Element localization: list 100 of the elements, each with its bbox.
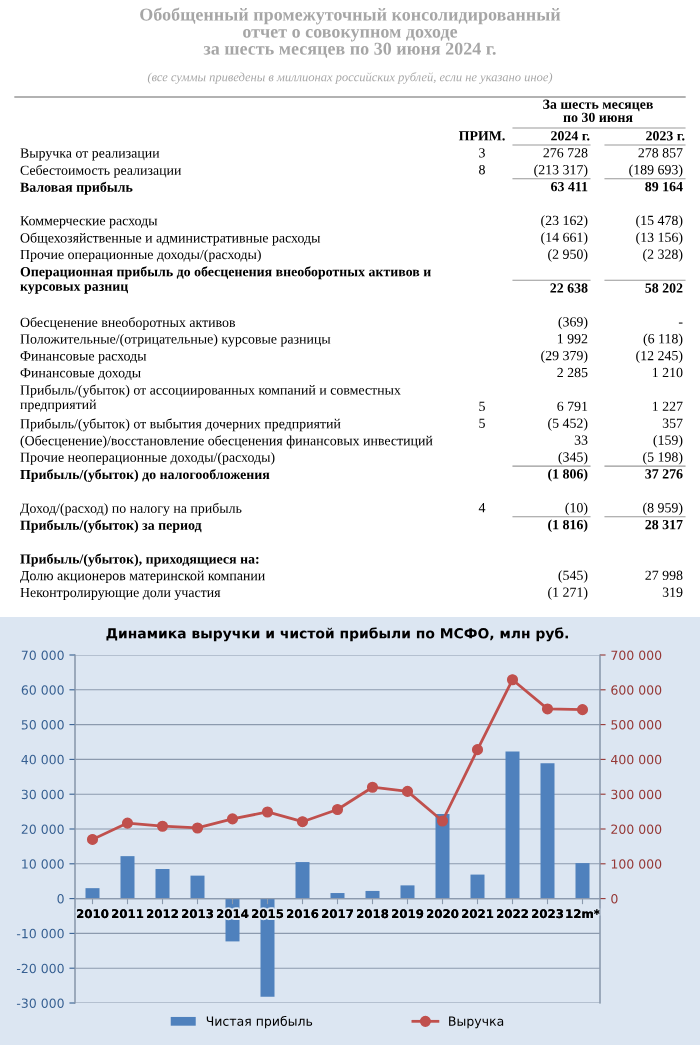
text: (13 156) bbox=[636, 232, 683, 245]
text: 8 bbox=[479, 165, 485, 175]
text: (8 959) bbox=[643, 502, 683, 516]
category-label: Прочие операционные доходы/(расходы) bbox=[20, 249, 261, 262]
x-tick-label: 2012 bbox=[147, 909, 178, 919]
category-label: Прибыль/(убыток) от ассоциированных компаний и совместных предприятий bbox=[20, 384, 401, 413]
text: 5 bbox=[479, 418, 485, 428]
text: (12 245) bbox=[636, 350, 683, 364]
category-label: Прочие неоперационные доходы/(расходы) bbox=[20, 452, 275, 465]
text: (159) bbox=[653, 435, 683, 448]
x-tick-label: 2021 bbox=[462, 909, 494, 919]
text: 3 bbox=[479, 148, 485, 158]
text: (6 118) bbox=[643, 333, 683, 347]
category-label: 2024 г. bbox=[551, 131, 590, 141]
x-tick-label: 2011 bbox=[112, 909, 144, 919]
point bbox=[576, 704, 589, 716]
chart-title: Динамика выручки и чистой прибыли по МСФО, млн руб. bbox=[106, 627, 568, 642]
category-label: Финансовые расходы bbox=[20, 351, 147, 364]
x-tick-label: 2010 bbox=[77, 909, 109, 919]
x-tick-label: 2020 bbox=[427, 909, 459, 919]
category-label: Прибыль/(убыток), приходящиеся на: bbox=[20, 553, 259, 567]
category-label: Финансовые доходы bbox=[20, 368, 141, 381]
point bbox=[471, 744, 484, 756]
y2-tick-label: 600 000 bbox=[611, 685, 662, 695]
text: 276 728 bbox=[543, 148, 588, 158]
category-label: Обесценение внеоборотных активов bbox=[20, 317, 236, 330]
category-label: Прибыль/(убыток) до налогообложения bbox=[20, 469, 270, 483]
point bbox=[191, 822, 204, 834]
text: (5 452) bbox=[548, 418, 588, 431]
y2-tick-label: 500 000 bbox=[611, 720, 662, 730]
y2-tick-label: 200 000 bbox=[611, 824, 662, 834]
text: 1 227 bbox=[652, 401, 683, 411]
category-label: Долю акционеров материнской компании bbox=[20, 570, 265, 584]
point bbox=[541, 703, 554, 715]
legend-label: Чистая прибыль bbox=[206, 1015, 313, 1029]
y-tick-label: -10 000 bbox=[16, 928, 64, 939]
point bbox=[261, 806, 274, 818]
text: 357 bbox=[662, 418, 683, 428]
text: 319 bbox=[662, 587, 683, 597]
bar bbox=[120, 856, 135, 899]
y-tick-label: 20 000 bbox=[21, 824, 64, 834]
text: (5 198) bbox=[643, 451, 683, 465]
text: (1 816) bbox=[548, 519, 588, 533]
text: Обобщенный промежуточный консолидированный отчет о совокупном доходе за шесть месяцев по 30 июня 2024 г. bbox=[140, 7, 561, 58]
y-tick-label: -20 000 bbox=[16, 963, 64, 974]
bar bbox=[540, 763, 555, 899]
category-label: Себестоимость реализации bbox=[20, 164, 182, 178]
y-tick-label: 40 000 bbox=[21, 754, 64, 765]
text: (2 328) bbox=[643, 249, 683, 262]
bar bbox=[575, 863, 590, 899]
category-label: Доход/(расход) по налогу на прибыль bbox=[20, 502, 242, 516]
point bbox=[331, 803, 344, 816]
text: За шесть месяцев по 30 июня bbox=[543, 99, 653, 123]
text: (545) bbox=[558, 570, 588, 583]
x-tick-label: 2019 bbox=[392, 909, 424, 919]
text: (23 162) bbox=[541, 215, 588, 228]
y2-tick-label: 100 000 bbox=[611, 859, 662, 869]
point bbox=[296, 816, 309, 828]
text: - bbox=[678, 322, 683, 324]
text: (1 806) bbox=[548, 468, 588, 482]
text: 27 998 bbox=[645, 570, 683, 580]
bar bbox=[505, 751, 520, 899]
y-tick-label: 30 000 bbox=[21, 789, 64, 800]
text: 63 411 bbox=[551, 181, 588, 192]
y2-tick-label: 0 bbox=[611, 894, 618, 904]
x-tick-label: 12m* bbox=[566, 909, 600, 918]
bar bbox=[435, 814, 450, 899]
y-tick-label: 50 000 bbox=[21, 720, 64, 730]
text: 2 285 bbox=[557, 367, 588, 378]
category-label: Неконтролирующие доли участия bbox=[20, 587, 221, 600]
text: 37 276 bbox=[645, 469, 683, 479]
point bbox=[401, 785, 414, 797]
text: 28 317 bbox=[645, 519, 683, 530]
bar bbox=[295, 862, 310, 899]
category-label: Прибыль/(убыток) за период bbox=[20, 519, 202, 533]
x-tick-label: 2023 bbox=[532, 909, 563, 919]
text: 1 210 bbox=[652, 367, 683, 378]
category-label: Коммерческие расходы bbox=[20, 216, 158, 229]
y2-tick-label: 400 000 bbox=[611, 754, 662, 765]
category-label: (Обесценение)/восстановление обесценения финансовых инвестиций bbox=[20, 435, 433, 449]
point bbox=[226, 813, 239, 825]
y2-tick-label: 300 000 bbox=[611, 789, 662, 800]
point bbox=[121, 817, 134, 829]
text: (345) bbox=[558, 451, 588, 465]
text: 33 bbox=[574, 435, 588, 445]
text: (14 661) bbox=[541, 232, 588, 245]
category-label: Операционная прибыль до обесценения внеоборотных активов и курсовых разниц bbox=[20, 266, 431, 294]
text: (1 271) bbox=[548, 587, 588, 600]
text: 6 791 bbox=[557, 401, 588, 411]
text: (10) bbox=[565, 502, 588, 516]
text: 5 bbox=[479, 401, 485, 411]
y-tick-label: 70 000 bbox=[21, 650, 64, 660]
x-tick-label: 2013 bbox=[182, 909, 213, 919]
text: 89 164 bbox=[645, 181, 683, 192]
text: (все суммы приведены в миллионах российских рублей, если не указано иное) bbox=[147, 72, 553, 84]
legend-label: Выручка bbox=[449, 1016, 504, 1029]
y-tick-label: 0 bbox=[57, 894, 64, 904]
bar bbox=[400, 885, 415, 899]
text: (2 950) bbox=[548, 249, 588, 262]
y2-tick-label: 700 000 bbox=[611, 650, 662, 660]
